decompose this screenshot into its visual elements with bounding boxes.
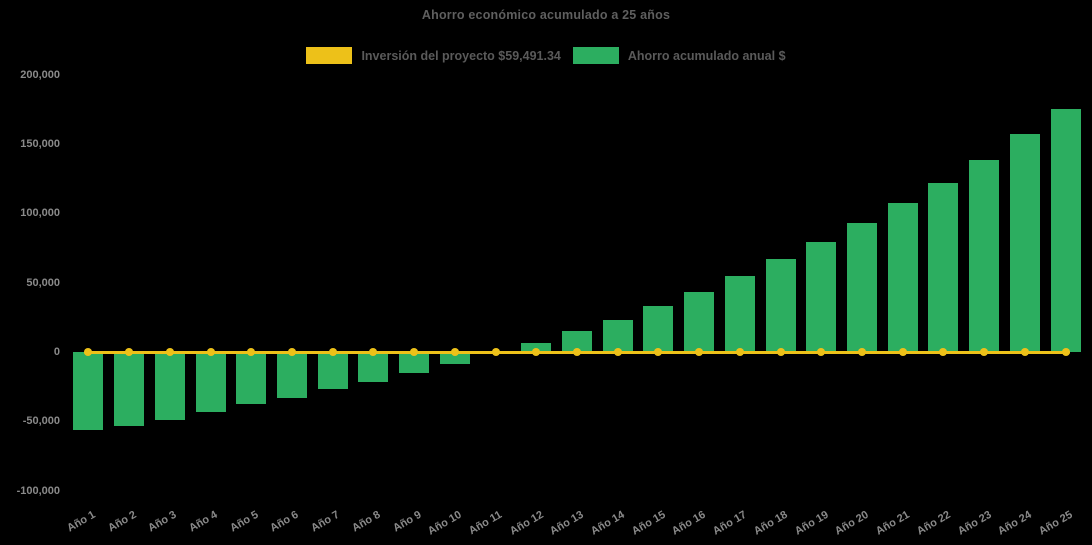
investment-line-marker-icon: [328, 348, 337, 356]
savings-bar-año-18: [765, 259, 796, 352]
chart-title: Ahorro económico acumulado a 25 años: [421, 8, 671, 22]
savings-bar-año-24: [1009, 134, 1040, 352]
savings-bar-año-23: [969, 159, 1000, 352]
investment-line-marker-icon: [410, 348, 419, 356]
investment-line-marker-icon: [1061, 348, 1070, 356]
category-axis-label: Año 18: [751, 508, 790, 538]
category-axis-label: Año 16: [670, 508, 709, 538]
savings-bar-año-25: [1050, 108, 1081, 352]
investment-line-marker-icon: [287, 348, 296, 356]
savings-bar-año-21: [887, 202, 918, 352]
category-axis-label: Año 22: [914, 508, 953, 538]
investment-line-marker-icon: [125, 348, 134, 356]
category-axis-label: Año 20: [833, 508, 872, 538]
savings-bar-año-1: [73, 352, 104, 430]
investment-line-marker-icon: [858, 348, 867, 356]
value-axis-tick-label: 100,000: [20, 207, 60, 220]
category-axis-label: Año 21: [873, 508, 912, 538]
legend-item-savings: Ahorro acumulado anual $: [572, 47, 786, 64]
investment-line-marker-icon: [735, 348, 744, 356]
legend-swatch-investment-icon: [306, 47, 353, 64]
legend-label-savings: Ahorro acumulado anual $: [627, 48, 786, 63]
category-axis-label: Año 14: [588, 508, 627, 538]
investment-line-marker-icon: [817, 348, 826, 356]
savings-bar-año-10: [439, 352, 470, 364]
savings-bar-año-13: [562, 331, 592, 352]
category-axis-label: Año 15: [629, 508, 668, 538]
investment-line-marker-icon: [776, 348, 785, 356]
investment-line-marker-icon: [613, 348, 622, 356]
value-axis-tick-label: -50,000: [22, 415, 60, 428]
category-axis-label: Año 24: [996, 508, 1034, 538]
category-axis-label: Año 17: [711, 508, 749, 538]
investment-line-marker-icon: [1020, 348, 1029, 356]
investment-line-marker-icon: [573, 348, 581, 356]
category-axis-label: Año 11: [467, 508, 505, 538]
value-axis-tick-label: -100,000: [16, 484, 60, 497]
category-axis-label: Año 19: [792, 508, 831, 538]
value-axis-tick-label: 150,000: [20, 138, 60, 151]
savings-bar-año-14: [602, 320, 633, 352]
category-axis-label: Año 4: [187, 508, 220, 535]
savings-bar-año-4: [195, 352, 226, 412]
savings-bar-año-20: [847, 222, 878, 352]
category-axis-label: Año 12: [507, 508, 546, 538]
savings-bar-año-16: [684, 291, 715, 352]
savings-bar-año-8: [358, 352, 389, 382]
category-axis-label: Año 23: [955, 508, 994, 538]
investment-line-marker-icon: [695, 348, 704, 356]
investment-line-marker-icon: [939, 348, 948, 356]
category-axis-label: Año 1: [64, 508, 98, 535]
category-axis-label: Año 7: [309, 508, 342, 535]
legend-swatch-savings-icon: [572, 47, 619, 64]
investment-line-marker-icon: [654, 348, 663, 356]
category-axis-label: Año 2: [105, 508, 139, 535]
savings-bar-año-22: [928, 182, 959, 352]
investment-line-marker-icon: [369, 348, 378, 356]
savings-bar-año-3: [154, 352, 185, 420]
investment-line-marker-icon: [898, 348, 907, 356]
category-axis-label: Año 13: [548, 508, 586, 538]
category-axis-label: Año 9: [390, 508, 424, 535]
savings-bar-año-19: [806, 241, 837, 352]
category-axis-label: Año 5: [227, 508, 261, 535]
category-axis-label: Año 6: [268, 508, 301, 535]
investment-line-marker-icon: [247, 348, 256, 356]
investment-line-marker-icon: [84, 348, 93, 356]
investment-line-marker-icon: [450, 348, 459, 356]
savings-bar-año-9: [399, 352, 430, 373]
savings-bar-año-7: [317, 352, 348, 390]
savings-bar-año-5: [236, 352, 267, 405]
value-axis-tick-label: 0: [53, 346, 60, 358]
investment-line-marker-icon: [165, 348, 174, 356]
investment-line-marker-icon: [491, 348, 500, 356]
legend-item-investment: Inversión del proyecto $59,491.34: [306, 47, 561, 64]
investment-line-marker-icon: [980, 348, 989, 356]
savings-bar-año-15: [643, 305, 674, 352]
value-axis-tick-label: 50,000: [26, 276, 60, 289]
savings-bar-año-12: [521, 343, 552, 352]
category-axis-label: Año 10: [426, 508, 464, 538]
savings-bar-año-6: [276, 352, 307, 399]
savings-bar-año-17: [724, 276, 755, 352]
chart-legend: Inversión del proyecto $59,491.34 Ahorro…: [0, 47, 1092, 64]
investment-line-marker-icon: [206, 348, 215, 356]
legend-label-investment: Inversión del proyecto $59,491.34: [361, 48, 561, 63]
investment-line-marker-icon: [532, 348, 541, 356]
category-axis-label: Año 25: [1036, 508, 1075, 538]
category-axis-label: Año 3: [146, 508, 179, 535]
savings-bar-año-2: [114, 352, 145, 427]
value-axis-tick-label: 200,000: [20, 68, 60, 81]
category-axis-label: Año 8: [349, 508, 383, 535]
